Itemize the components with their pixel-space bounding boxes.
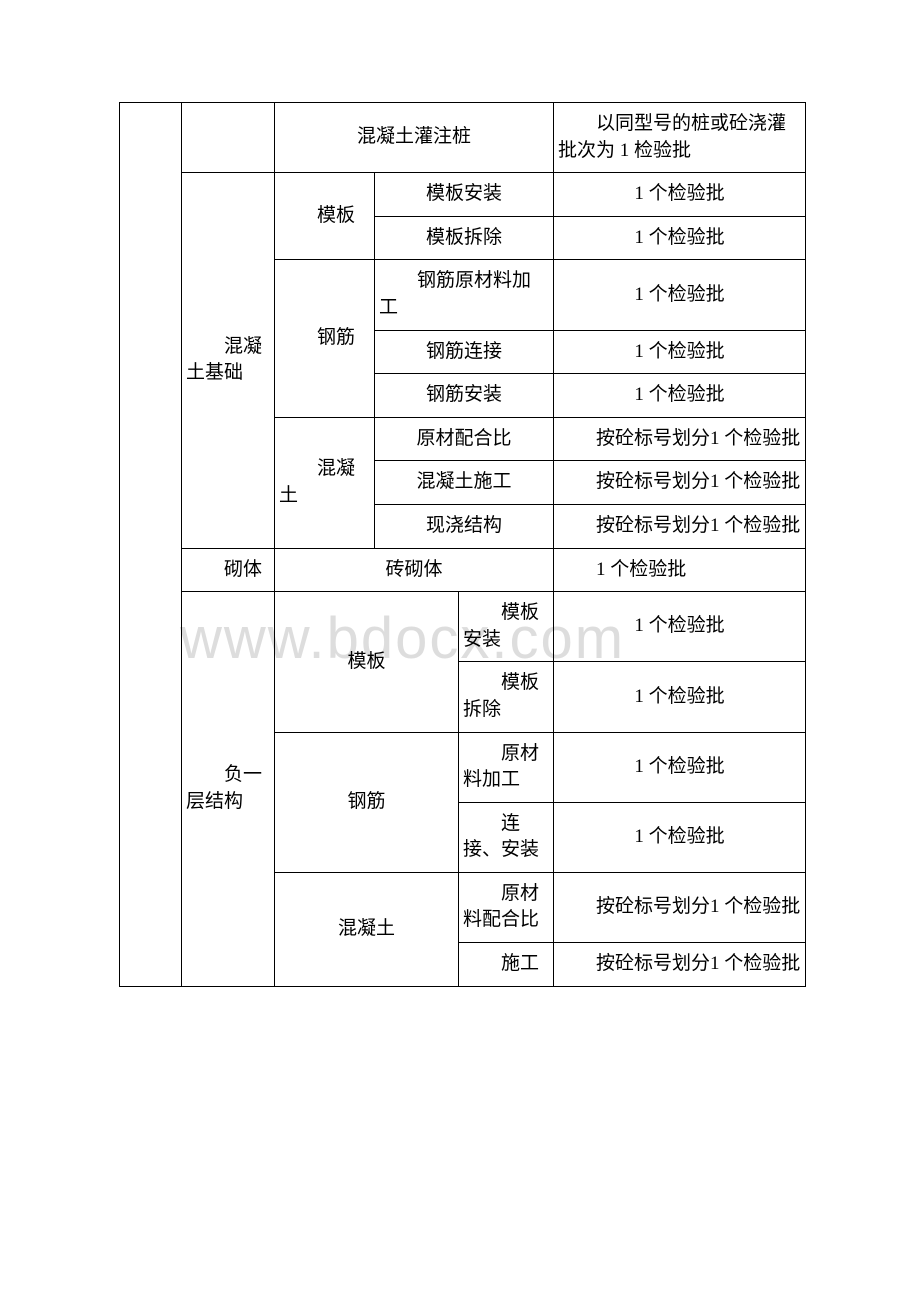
- cell-item: 原材料加工: [459, 732, 554, 802]
- cell-result: 按砼标号划分1 个检验批: [554, 504, 806, 548]
- inspection-table: 混凝土灌注桩 以同型号的桩或砼浇灌批次为 1 检验批 混凝土基础 模板 模板安装…: [119, 102, 806, 987]
- cell-result: 按砼标号划分1 个检验批: [554, 872, 806, 942]
- cell-item: 砖砌体: [275, 548, 554, 592]
- cell-result: 1 个检验批: [554, 802, 806, 872]
- cell-item: 钢筋原材料加工: [375, 260, 554, 330]
- cell-group-sub2: 模板: [275, 592, 459, 732]
- cell-item: 模板安装: [459, 592, 554, 662]
- cell-item: 连接、安装: [459, 802, 554, 872]
- table-row: 砌体 砖砌体 1 个检验批: [120, 548, 806, 592]
- cell-group-sub: 混凝土基础: [182, 173, 275, 548]
- cell-item: 钢筋连接: [375, 330, 554, 374]
- table-row: 混凝土灌注桩 以同型号的桩或砼浇灌批次为 1 检验批: [120, 103, 806, 173]
- cell-group-sub2: 模板: [275, 173, 375, 260]
- cell-group-sub2: 钢筋: [275, 732, 459, 872]
- cell-result: 1 个检验批: [554, 548, 806, 592]
- cell-item: 原材料配合比: [459, 872, 554, 942]
- cell-group-sub: [182, 103, 275, 173]
- cell-result: 1 个检验批: [554, 662, 806, 732]
- cell-item: 模板拆除: [459, 662, 554, 732]
- cell-item: 原材配合比: [375, 417, 554, 461]
- cell-result: 1 个检验批: [554, 260, 806, 330]
- cell-result: 按砼标号划分1 个检验批: [554, 943, 806, 987]
- cell-group-main: [120, 103, 182, 987]
- cell-item: 钢筋安装: [375, 374, 554, 418]
- cell-item: 现浇结构: [375, 504, 554, 548]
- cell-result: 1 个检验批: [554, 732, 806, 802]
- cell-item: 模板安装: [375, 173, 554, 217]
- table-row: 混凝土基础 模板 模板安装 1 个检验批: [120, 173, 806, 217]
- cell-item: 混凝土施工: [375, 461, 554, 505]
- cell-result: 1 个检验批: [554, 592, 806, 662]
- cell-group-sub: 负一层结构: [182, 592, 275, 987]
- main-table-container: 混凝土灌注桩 以同型号的桩或砼浇灌批次为 1 检验批 混凝土基础 模板 模板安装…: [119, 102, 802, 987]
- cell-result: 1 个检验批: [554, 374, 806, 418]
- cell-result: 1 个检验批: [554, 330, 806, 374]
- cell-group-sub: 砌体: [182, 548, 275, 592]
- cell-result: 以同型号的桩或砼浇灌批次为 1 检验批: [554, 103, 806, 173]
- cell-result: 1 个检验批: [554, 173, 806, 217]
- cell-result: 按砼标号划分1 个检验批: [554, 461, 806, 505]
- cell-result: 1 个检验批: [554, 216, 806, 260]
- cell-result: 按砼标号划分1 个检验批: [554, 417, 806, 461]
- cell-group-sub2: 混凝土: [275, 872, 459, 986]
- cell-item: 混凝土灌注桩: [275, 103, 554, 173]
- cell-group-sub2: 钢筋: [275, 260, 375, 417]
- table-row: 负一层结构 模板 模板安装 1 个检验批: [120, 592, 806, 662]
- cell-item: 施工: [459, 943, 554, 987]
- cell-item: 模板拆除: [375, 216, 554, 260]
- cell-group-sub2: 混凝土: [275, 417, 375, 548]
